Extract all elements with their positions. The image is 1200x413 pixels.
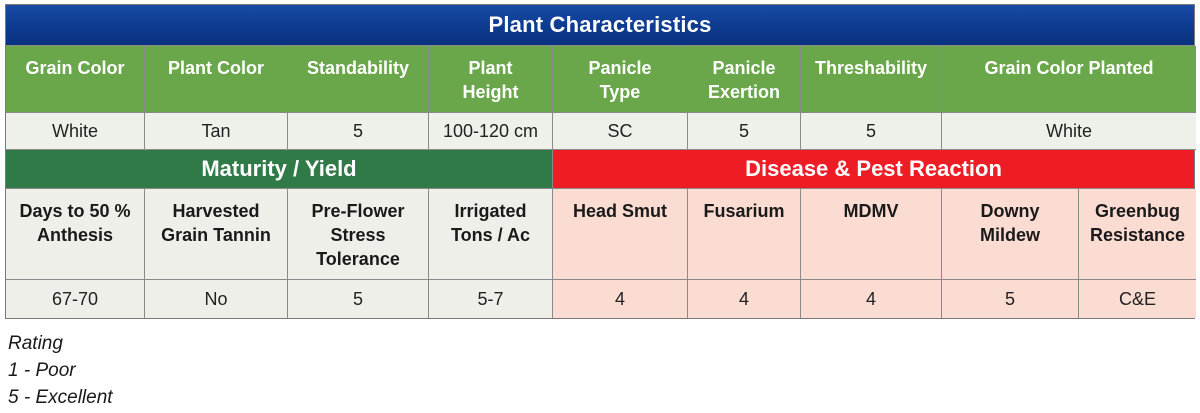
- header-stress-tolerance: Pre-Flower Stress Tolerance: [288, 189, 429, 280]
- value-grain-color-planted: White: [942, 113, 1196, 150]
- value-mdmv: 4: [801, 280, 942, 318]
- value-plant-height: 100-120 cm: [429, 113, 553, 150]
- rating-title: Rating: [8, 333, 63, 354]
- header-greenbug-resistance: Greenbug Resistance: [1079, 189, 1196, 280]
- header-grain-tannin: Harvested Grain Tannin: [145, 189, 288, 280]
- rating-poor: 1 - Poor: [8, 360, 76, 381]
- rating-legend: Rating 1 - Poor 5 - Excellent: [8, 330, 113, 411]
- value-panicle-exertion: 5: [688, 113, 801, 150]
- section-maturity-yield: Maturity / Yield: [6, 150, 553, 189]
- section-disease-pest: Disease & Pest Reaction: [553, 150, 1194, 189]
- value-panicle-type: SC: [553, 113, 688, 150]
- header-plant-height: Plant Height: [429, 46, 553, 113]
- detail-header-row: Days to 50 % Anthesis Harvested Grain Ta…: [6, 189, 1196, 280]
- value-standability: 5: [288, 113, 429, 150]
- plant-header-row: Grain Color Plant Color Standability Pla…: [6, 46, 1196, 113]
- header-days-to-anthesis: Days to 50 % Anthesis: [6, 189, 145, 280]
- header-head-smut: Head Smut: [553, 189, 688, 280]
- table-frame: Plant Characteristics Grain Color Plant …: [5, 4, 1196, 319]
- rating-excellent: 5 - Excellent: [8, 387, 113, 408]
- value-irrigated-tons: 5-7: [429, 280, 553, 318]
- plant-characteristics-table: Plant Characteristics Grain Color Plant …: [5, 4, 1196, 319]
- plant-value-row: White Tan 5 100-120 cm SC 5 5 White: [6, 113, 1196, 150]
- detail-value-row: 67-70 No 5 5-7 4 4 4 5 C&E: [6, 280, 1196, 318]
- value-grain-tannin: No: [145, 280, 288, 318]
- value-head-smut: 4: [553, 280, 688, 318]
- header-grain-color: Grain Color: [6, 46, 145, 113]
- header-irrigated-tons: Irrigated Tons / Ac: [429, 189, 553, 280]
- header-mdmv: MDMV: [801, 189, 942, 280]
- header-standability: Standability: [288, 46, 429, 113]
- value-greenbug-resistance: C&E: [1079, 280, 1196, 318]
- value-threshability: 5: [801, 113, 942, 150]
- value-downy-mildew: 5: [942, 280, 1079, 318]
- section-header-row: Maturity / Yield Disease & Pest Reaction: [6, 150, 1194, 189]
- header-plant-color: Plant Color: [145, 46, 288, 113]
- table-title: Plant Characteristics: [6, 5, 1194, 46]
- value-fusarium: 4: [688, 280, 801, 318]
- header-downy-mildew: Downy Mildew: [942, 189, 1079, 280]
- value-grain-color: White: [6, 113, 145, 150]
- header-panicle-type: Panicle Type: [553, 46, 688, 113]
- value-plant-color: Tan: [145, 113, 288, 150]
- header-grain-color-planted: Grain Color Planted: [942, 46, 1196, 113]
- header-fusarium: Fusarium: [688, 189, 801, 280]
- value-days-to-anthesis: 67-70: [6, 280, 145, 318]
- value-stress-tolerance: 5: [288, 280, 429, 318]
- header-panicle-exertion: Panicle Exertion: [688, 46, 801, 113]
- header-threshability: Threshability: [801, 46, 942, 113]
